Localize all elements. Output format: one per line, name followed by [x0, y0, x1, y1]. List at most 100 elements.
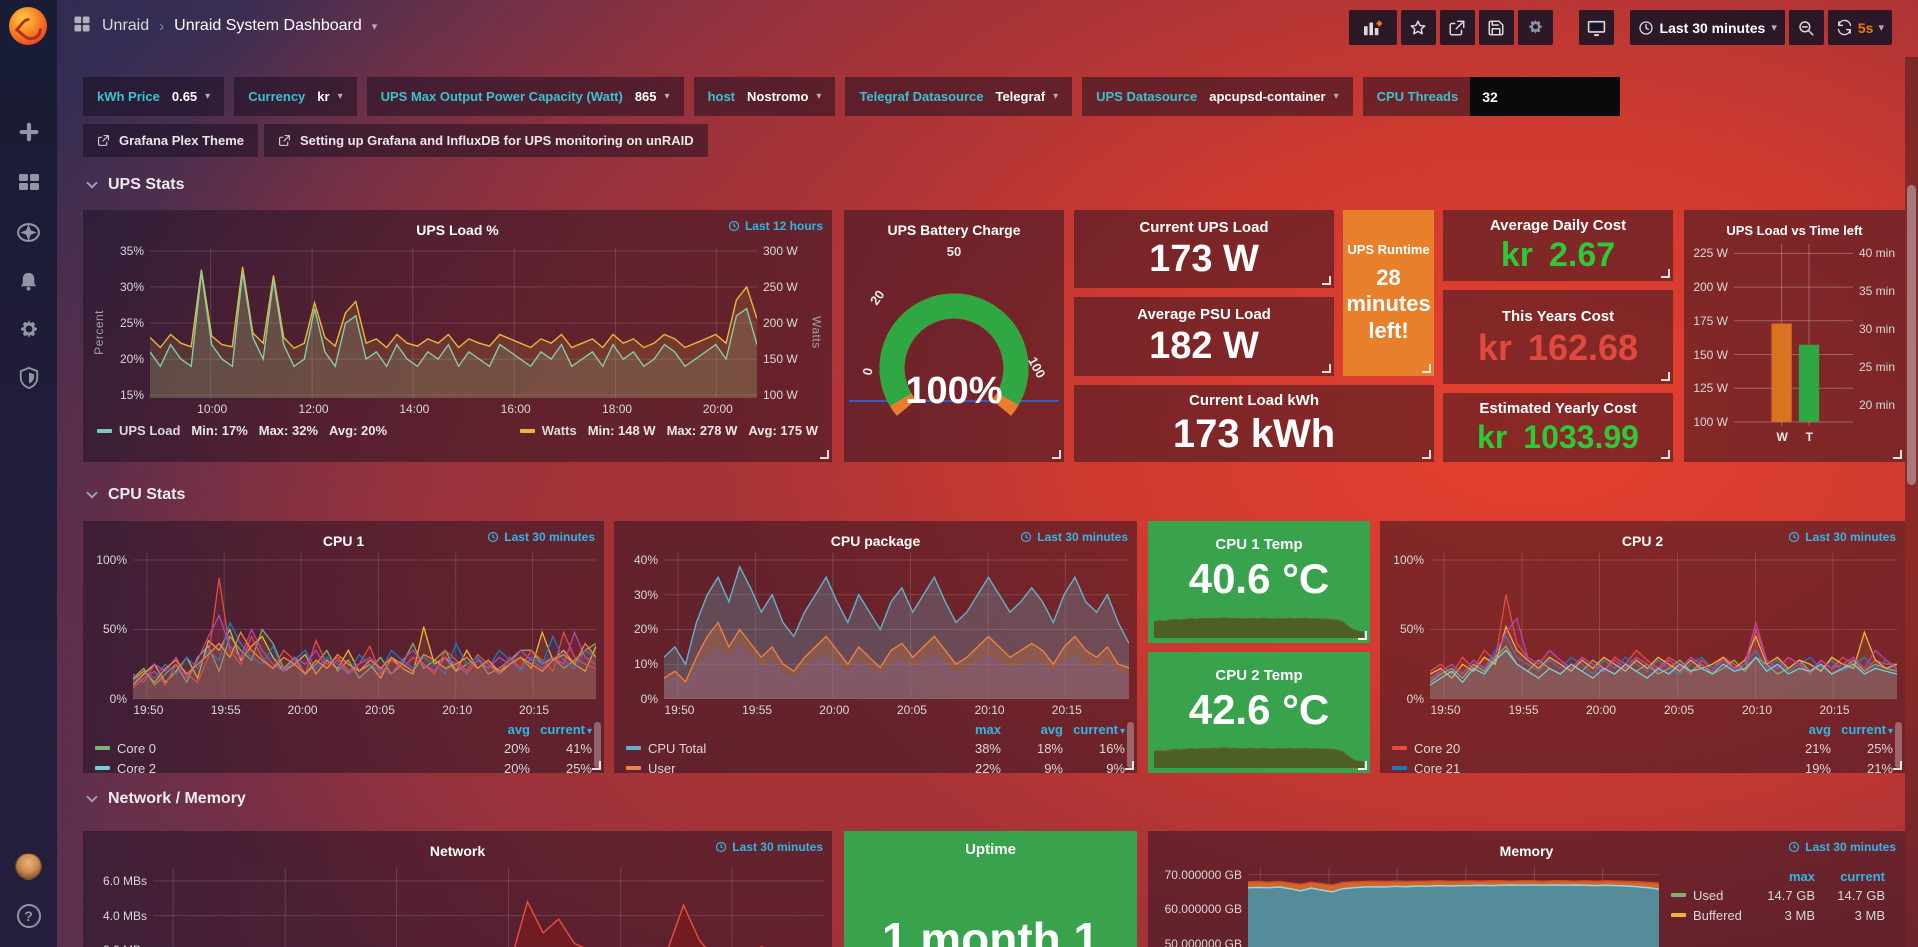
add-panel-button[interactable] — [1348, 10, 1397, 45]
series-dash — [95, 766, 110, 770]
chevron-down-icon[interactable]: ▾ — [371, 20, 378, 33]
panel-time-override: Last 30 minutes — [1788, 840, 1896, 854]
temp-sparkline — [1153, 608, 1365, 638]
memory-chart-plot[interactable] — [1248, 867, 1659, 947]
panel-average-psu-load: Average PSU Load 182 W — [1074, 297, 1334, 376]
stat-title[interactable]: Uptime — [965, 841, 1016, 858]
cpu-threads-input[interactable] — [1470, 77, 1621, 116]
breadcrumb-dashboard-title[interactable]: Unraid System Dashboard — [174, 17, 362, 34]
ups-bars-plot[interactable] — [1734, 244, 1853, 426]
save-button[interactable] — [1478, 10, 1514, 45]
stat-title[interactable]: CPU 2 Temp — [1215, 666, 1303, 684]
legend-row: Core 20 21% 25% — [1392, 738, 1893, 758]
stat-value: 173 kWh — [1172, 412, 1336, 456]
server-admin-shield-icon[interactable] — [0, 358, 57, 398]
star-button[interactable] — [1400, 10, 1436, 45]
x-axis-labels: 10:00 12:00 14:00 16:00 18:00 20:00 — [197, 402, 733, 416]
stat-title[interactable]: CPU 1 Temp — [1215, 536, 1303, 554]
variable-ups-max-output[interactable]: UPS Max Output Power Capacity (Watt) 865… — [366, 77, 684, 116]
stat-title[interactable]: Estimated Yearly Cost — [1479, 400, 1637, 418]
stat-title[interactable]: Average PSU Load — [1137, 306, 1271, 324]
y-axis-labels-right: 40 min 35 min 30 min 25 min 20 min — [1859, 246, 1896, 413]
legend-scrollbar[interactable] — [1127, 722, 1134, 768]
panel-title[interactable]: UPS Load % — [416, 222, 499, 238]
dashboard-links-row: Grafana Plex Theme Setting up Grafana an… — [83, 124, 708, 157]
zoom-out-button[interactable] — [1788, 10, 1824, 45]
panel-time-override: Last 12 hours — [728, 219, 823, 233]
x-axis-labels: 19:50 19:55 20:00 20:05 20:10 20:15 — [664, 703, 1082, 717]
panel-title[interactable]: CPU 2 — [1621, 533, 1664, 549]
toolbar: Last 30 minutes ▾ 5s ▾ — [1348, 10, 1892, 45]
scrollbar-thumb[interactable] — [1907, 185, 1916, 485]
section-network-memory[interactable]: Network / Memory — [86, 790, 246, 808]
panel-title[interactable]: UPS Battery Charge — [887, 222, 1021, 238]
variable-kwh-price[interactable]: kWh Price 0.65 ▾ — [83, 77, 225, 116]
stat-title[interactable]: This Years Cost — [1501, 307, 1615, 325]
settings-gear-button[interactable] — [1517, 10, 1553, 45]
stat-title[interactable]: UPS Runtime — [1347, 241, 1430, 257]
panel-title[interactable]: CPU 1 — [322, 533, 365, 549]
legend-row: Core 2 20% 25% — [95, 758, 592, 778]
refresh-button[interactable]: 5s ▾ — [1827, 10, 1892, 45]
legend-item[interactable]: UPS Load Min: 17% Max: 32% Avg: 20% — [97, 423, 387, 438]
panel-cpu2-temp: CPU 2 Temp 42.6 °C — [1148, 652, 1370, 773]
variable-host[interactable]: host Nostromo ▾ — [693, 77, 836, 116]
network-chart-plot[interactable] — [153, 867, 824, 947]
explore-compass-icon[interactable] — [0, 212, 57, 252]
legend-row: Used 14.7 GB 14.7 GB — [1671, 885, 1885, 905]
link-grafana-plex-theme[interactable]: Grafana Plex Theme — [83, 124, 258, 157]
share-button[interactable] — [1439, 10, 1475, 45]
panel-cpu1: CPU 1 Last 30 minutes 100% 50% 0% 19:50 19:… — [83, 521, 604, 776]
ups-load-chart-plot[interactable] — [150, 248, 757, 398]
series-dash — [626, 766, 641, 770]
variable-ups-datasource[interactable]: UPS Datasource apcupsd-container ▾ — [1082, 77, 1353, 116]
y-axis-title-right: Watts — [809, 316, 824, 349]
stat-value: 182 W — [1149, 325, 1259, 368]
grafana-logo[interactable] — [9, 7, 47, 45]
avatar[interactable] — [0, 846, 57, 886]
series-dash — [95, 746, 110, 750]
variable-cpu-threads: CPU Threads — [1362, 77, 1621, 116]
refresh-interval-label[interactable]: 5s — [1857, 19, 1874, 36]
breadcrumb-app[interactable]: Unraid — [102, 17, 150, 34]
stat-value: 173 W — [1149, 237, 1259, 280]
chevron-down-icon — [86, 487, 98, 499]
link-ups-monitoring-guide[interactable]: Setting up Grafana and InfluxDB for UPS … — [264, 124, 708, 157]
time-range-label: Last 30 minutes — [1659, 19, 1766, 36]
x-axis-labels: 19:50 19:55 20:00 20:05 20:10 20:15 — [1430, 703, 1850, 717]
stat-title[interactable]: Current Load kWh — [1189, 392, 1319, 409]
dashboards-grid-icon[interactable] — [72, 14, 92, 39]
legend-scrollbar[interactable] — [594, 722, 601, 768]
section-ups-stats[interactable]: UPS Stats — [86, 176, 184, 194]
gauge-tick: 50 — [946, 244, 962, 259]
stat-title[interactable]: Current UPS Load — [1139, 218, 1269, 236]
help-icon[interactable]: ? — [0, 896, 57, 936]
panel-average-daily-cost: Average Daily Cost kr 2.67 — [1443, 210, 1673, 281]
panel-title[interactable]: UPS Load vs Time left — [1726, 223, 1863, 238]
cycle-view-monitor-button[interactable] — [1578, 10, 1614, 45]
stat-title[interactable]: Average Daily Cost — [1489, 217, 1627, 235]
configuration-gear-icon[interactable] — [0, 310, 57, 350]
variable-currency[interactable]: Currency kr ▾ — [234, 77, 357, 116]
section-cpu-stats[interactable]: CPU Stats — [86, 486, 185, 504]
series-dash — [97, 428, 112, 433]
time-range-picker[interactable]: Last 30 minutes ▾ — [1629, 10, 1785, 45]
legend-item[interactable]: Watts Min: 148 W Max: 278 W Avg: 175 W — [519, 423, 818, 438]
variable-telegraf-datasource[interactable]: Telegraf Datasource Telegraf ▾ — [845, 77, 1073, 116]
cpu-package-chart-plot[interactable] — [664, 553, 1129, 699]
cpu2-chart-plot[interactable] — [1430, 553, 1897, 699]
legend-scrollbar[interactable] — [1895, 722, 1902, 768]
cpu1-chart-plot[interactable] — [133, 553, 596, 699]
breadcrumb: Unraid › Unraid System Dashboard ▾ — [72, 0, 377, 52]
panel-title[interactable]: CPU package — [830, 533, 921, 549]
panel-title[interactable]: Memory — [1499, 843, 1554, 859]
page-scrollbar[interactable] — [1905, 57, 1918, 947]
y-axis-title-left: Percent — [91, 310, 106, 355]
add-icon[interactable] — [0, 112, 57, 152]
alerting-bell-icon[interactable] — [0, 261, 57, 301]
legend-row: Core 0 20% 41% — [95, 738, 592, 758]
dashboards-icon[interactable] — [0, 162, 57, 202]
panel-title[interactable]: Network — [429, 843, 486, 859]
